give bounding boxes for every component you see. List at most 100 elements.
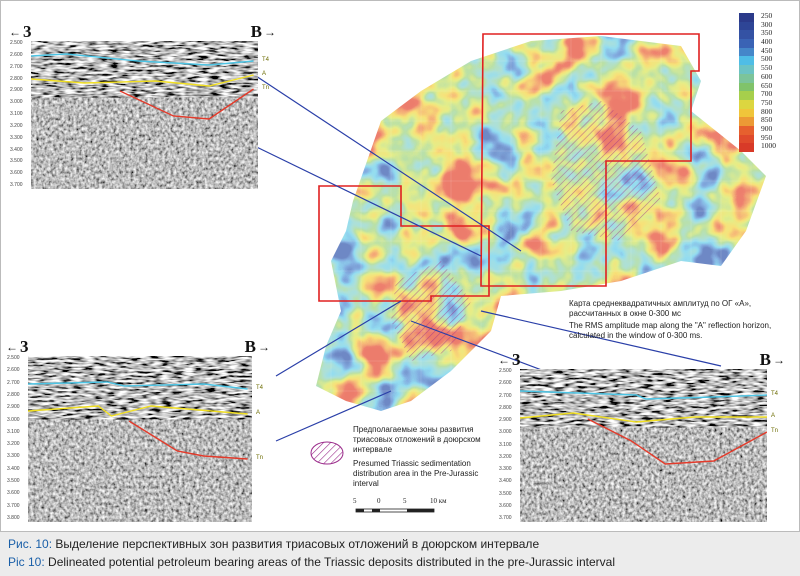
legend-label: 950 [761, 132, 773, 142]
caption-ru-label: Рис. 10: [8, 537, 53, 551]
time-axis: 2.500 2.600 2.700 2.800 2.900 3.000 3.100 3.200… [10, 41, 30, 189]
seismic-image [28, 356, 252, 522]
time-tick-label: 2.800 [7, 391, 20, 398]
time-tick-label: 3.000 [499, 429, 512, 436]
time-tick-label: 3.500 [7, 478, 20, 485]
horizon-label: A [256, 410, 261, 416]
horizon-label: Tn [771, 428, 779, 434]
caption-ru-text: Выделение перспективных зон развития три… [52, 537, 540, 551]
time-tick-label: 2.600 [10, 51, 23, 58]
arrow-left-icon: ← [9, 25, 21, 39]
legend-label: 700 [761, 89, 773, 99]
time-tick-label: 2.500 [7, 355, 20, 361]
arrow-left-icon: ← [498, 353, 510, 367]
legend-label: 850 [761, 115, 773, 125]
triassic-zone-1 [551, 101, 661, 241]
scale-label: 5 [353, 497, 357, 505]
horizon-t4-line [520, 390, 767, 400]
zone-legend-symbol [310, 441, 344, 465]
direction-label-right: B [244, 337, 256, 356]
legend-swatch [739, 56, 754, 66]
outline-zone-2 [480, 33, 700, 287]
time-tick-label: 3.700 [499, 515, 512, 521]
legend-label: 250 [761, 11, 773, 20]
scale-label: 10 км [430, 497, 447, 505]
seismic-section: ← 3 B → 2.500 2.600 2.700 2.800 2.900 3.000 3.100 3… [6, 338, 278, 526]
time-tick-label: 2.500 [499, 368, 512, 374]
arrow-left-icon: ← [6, 340, 18, 354]
outline-zone-1 [318, 185, 490, 302]
legend-swatch [739, 82, 754, 92]
time-tick-label: 2.800 [499, 404, 512, 411]
time-tick-label: 3.700 [7, 502, 20, 509]
direction-label-left: 3 [512, 350, 521, 369]
time-tick-label: 3.800 [7, 515, 20, 521]
horizon-label: T4 [256, 385, 264, 391]
time-tick-label: 3.600 [499, 502, 512, 509]
legend-label: 550 [761, 63, 773, 73]
horizon-a-line [520, 412, 767, 423]
arrow-right-icon: → [264, 25, 276, 39]
time-tick-label: 3.600 [7, 490, 20, 497]
legend-label: 500 [761, 54, 773, 64]
legend-swatch [739, 143, 754, 152]
map-title-ru: Карта среднеквадратичных амплитуд по ОГ … [569, 299, 752, 318]
legend-swatch [739, 21, 754, 31]
legend-swatch [739, 117, 754, 126]
time-tick-label: 2.600 [499, 380, 512, 387]
horizon-t4-line [28, 381, 248, 390]
scale-label: 5 [403, 497, 407, 505]
time-tick-label: 3.400 [7, 465, 20, 472]
legend-swatch [739, 47, 754, 57]
legend-label: 600 [761, 71, 773, 81]
zone-legend-en: Presumed Triassic sedimentation distribu… [353, 459, 479, 488]
horizon-label: A [771, 413, 776, 419]
scale-bar [355, 508, 435, 513]
legend-swatch [739, 30, 754, 40]
legend-swatch [739, 73, 754, 83]
time-tick-label: 3.500 [10, 158, 23, 165]
time-tick-label: 3.200 [10, 122, 23, 129]
time-tick-label: 3.100 [10, 111, 23, 117]
legend-label: 300 [761, 19, 773, 29]
time-tick-label: 3.200 [7, 441, 20, 448]
map-title-en: The RMS amplitude map along the "A" refl… [569, 321, 772, 340]
time-axis: 2.500 2.600 2.700 2.800 2.900 3.000 3.100 3.200… [499, 369, 519, 522]
arrow-right-icon: → [773, 353, 785, 367]
time-tick-label: 3.200 [499, 453, 512, 460]
direction-label-right: B [250, 22, 262, 41]
seismic-section: ← 3 B → 2.500 2.600 2.700 2.800 2.900 3.000 3.100 3… [9, 23, 284, 193]
direction-label-left: 3 [23, 22, 32, 41]
direction-label-right: B [759, 350, 771, 369]
zone-legend-ru: Предполагаемые зоны развития триасовых о… [353, 425, 481, 454]
direction-left: ← 3 [498, 351, 521, 369]
time-tick-label: 3.700 [10, 182, 23, 188]
direction-right: B → [251, 23, 276, 41]
profile-line-1 [255, 75, 522, 252]
legend-swatch [739, 91, 754, 100]
time-tick-label: 2.600 [7, 367, 20, 374]
legend-label: 450 [761, 45, 773, 55]
direction-label-left: 3 [20, 337, 29, 356]
horizon-label: Tn [256, 455, 264, 461]
time-tick-label: 3.100 [499, 441, 512, 448]
time-tick-label: 3.000 [7, 416, 20, 423]
time-tick-label: 3.000 [10, 99, 23, 106]
time-tick-label: 2.700 [7, 379, 20, 386]
time-tick-label: 3.400 [10, 146, 23, 153]
triassic-base-line [119, 88, 254, 120]
seismic-section: ← 3 B → 2.500 2.600 2.700 2.800 2.900 3.000 3.100 3… [498, 351, 793, 526]
time-tick-label: 3.300 [7, 453, 20, 460]
time-tick-label: 2.900 [7, 404, 20, 411]
legend-swatch [739, 108, 754, 118]
legend-swatch [739, 99, 754, 109]
triassic-base-line [128, 420, 248, 460]
arrow-right-icon: → [258, 340, 270, 354]
time-tick-label: 3.400 [499, 478, 512, 485]
legend-swatch [739, 13, 754, 22]
legend-swatch [739, 125, 754, 135]
time-tick-label: 2.700 [499, 392, 512, 399]
rms-amplitude-map [130, 33, 766, 513]
time-tick-label: 2.900 [10, 87, 23, 94]
legend-label: 750 [761, 97, 773, 107]
